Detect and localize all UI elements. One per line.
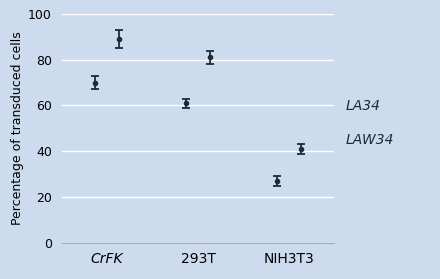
- Text: LA34: LA34: [345, 99, 381, 113]
- Y-axis label: Percentage of transduced cells: Percentage of transduced cells: [11, 32, 24, 225]
- Text: LAW34: LAW34: [345, 133, 394, 146]
